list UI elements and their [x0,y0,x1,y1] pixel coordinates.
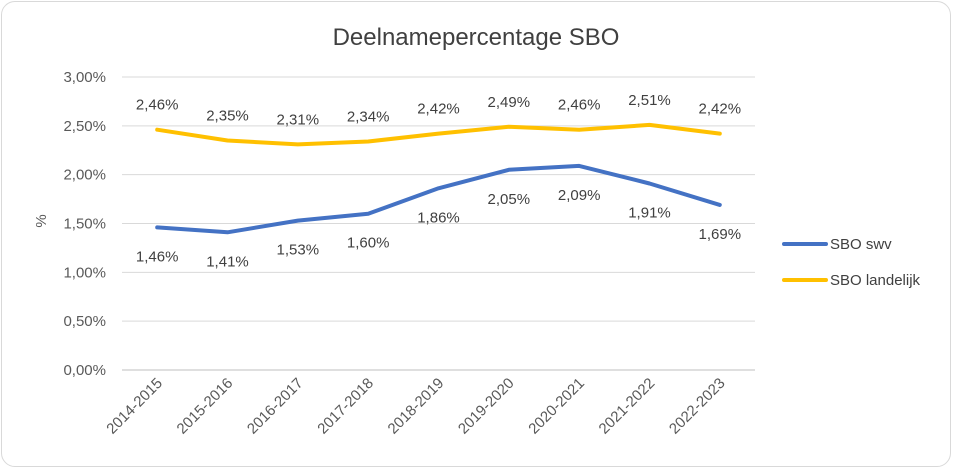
data-label: 2,49% [488,94,531,111]
x-tick-label: 2015-2016 [174,375,237,438]
data-label: 1,91% [628,204,671,221]
data-label: 2,42% [417,101,460,118]
legend-label: SBO swv [830,236,892,253]
data-label: 1,53% [277,242,320,259]
data-label: 2,51% [628,92,671,109]
data-labels: 1,46% 1,41% 1,53% 1,60% 1,86% 2,05% 2,09% 1,91%… [136,92,741,270]
x-tick-label: 2018-2019 [385,375,448,438]
data-label: 2,31% [277,111,320,128]
x-tick-label: 2022-2023 [666,375,729,438]
data-label: 1,86% [417,209,460,226]
series-lines [155,122,722,235]
data-label: 2,09% [558,187,601,204]
y-tick-label: 2,00% [63,167,106,184]
x-tick-label: 2019-2020 [455,375,518,438]
legend: SBO swv SBO landelijk [782,236,921,289]
data-label: 2,42% [699,101,742,118]
y-axis-label: % [33,214,50,227]
data-label: 2,05% [488,191,531,208]
data-label: 2,35% [206,107,249,124]
y-tick-label: 2,50% [63,118,106,135]
x-tick-label: 2016-2017 [244,375,307,438]
x-tick-label: 2014-2015 [103,375,166,438]
chart-title: Deelnamepercentage SBO [333,24,620,51]
x-tick-label: 2017-2018 [314,375,377,438]
data-label: 1,46% [136,248,179,265]
x-tick-label: 2020-2021 [525,375,588,438]
data-label: 2,46% [136,97,179,114]
y-tick-label: 1,00% [63,264,106,281]
series-line [155,163,722,235]
y-tick-label: 3,00% [63,69,106,86]
y-tick-label: 0,50% [63,313,106,330]
y-tick-label: 1,50% [63,216,106,233]
legend-label: SBO landelijk [830,272,921,289]
data-label: 2,34% [347,108,390,125]
x-tick-label: 2021-2022 [596,375,659,438]
y-tick-label: 0,00% [63,362,106,379]
data-label: 2,46% [558,97,601,114]
data-label: 1,69% [699,226,742,243]
x-tick-labels: 2014-2015 2015-2016 2016-2017 2017-2018 2018… [103,375,728,438]
y-tick-labels: 0,00% 0,50% 1,00% 1,50% 2,00% 2,50% 3,00% [63,69,106,379]
data-label: 1,41% [206,253,249,270]
data-label: 1,60% [347,235,390,252]
series-line [155,122,722,147]
